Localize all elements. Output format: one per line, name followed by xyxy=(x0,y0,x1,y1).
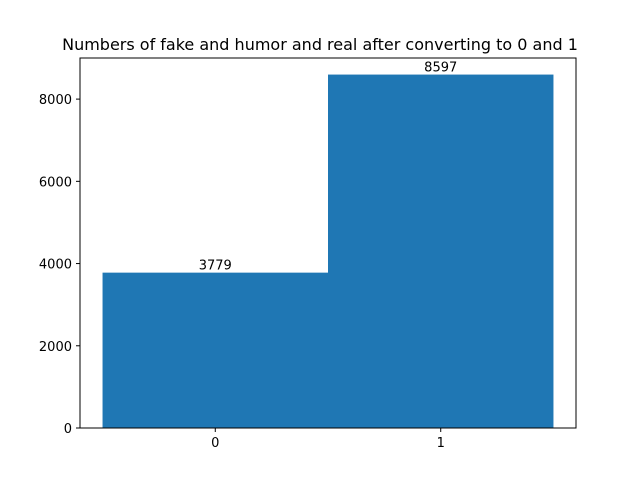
axes-layer: 0 1 0 2000 4000 6000 8000 xyxy=(39,93,445,451)
chart-title: Numbers of fake and humor and real after… xyxy=(62,35,578,54)
bar-data-label: 3779 xyxy=(199,259,232,274)
y-tick-label: 0 xyxy=(64,422,72,437)
y-tick-label: 2000 xyxy=(39,340,72,355)
bar-0 xyxy=(102,272,328,428)
y-tick-label: 8000 xyxy=(39,93,72,108)
bar-1 xyxy=(328,74,554,428)
bar-labels-layer: 3779 8597 xyxy=(199,61,458,274)
x-tick-label: 1 xyxy=(437,436,445,451)
y-tick-label: 6000 xyxy=(39,175,72,190)
x-tick-label: 0 xyxy=(211,436,219,451)
bars-layer xyxy=(102,74,554,428)
plot-frame xyxy=(79,57,577,429)
y-tick-label: 4000 xyxy=(39,258,72,273)
bar-data-label: 8597 xyxy=(424,61,457,76)
